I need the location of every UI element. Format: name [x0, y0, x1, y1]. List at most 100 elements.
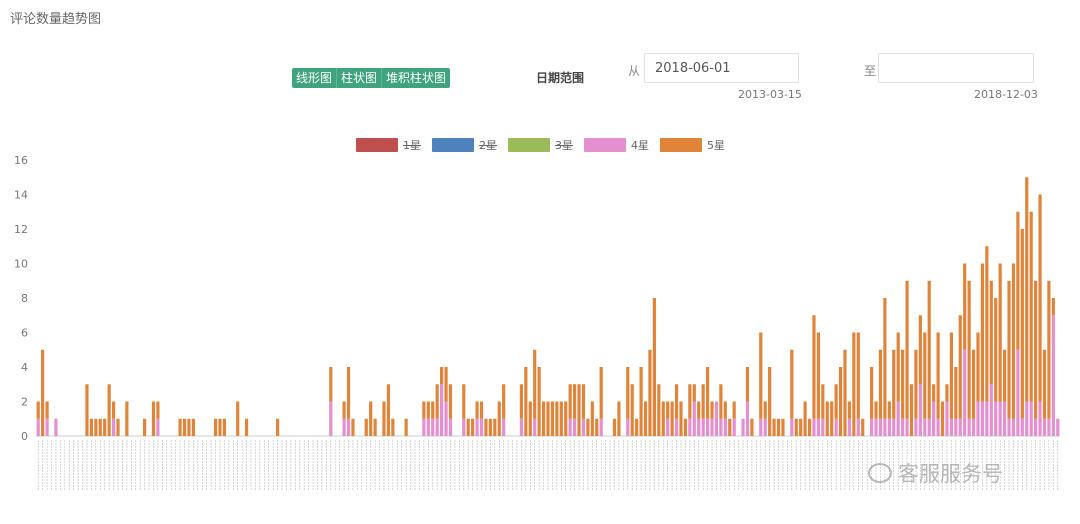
bar-segment-5-star[interactable] — [870, 367, 874, 419]
bar-segment-4-star[interactable] — [1020, 418, 1024, 436]
bar-segment-5-star[interactable] — [391, 418, 395, 436]
bar-segment-5-star[interactable] — [909, 384, 914, 436]
bar-segment-5-star[interactable] — [479, 401, 484, 419]
bar-segment-5-star[interactable] — [564, 401, 568, 437]
bar-segment-4-star[interactable] — [568, 418, 572, 436]
bar-segment-4-star[interactable] — [156, 418, 160, 436]
bar-segment-5-star[interactable] — [936, 332, 940, 419]
bar-segment-4-star[interactable] — [905, 418, 909, 436]
bar-segment-5-star[interactable] — [143, 418, 147, 436]
bar-segment-4-star[interactable] — [1051, 315, 1055, 436]
bar-segment-5-star[interactable] — [342, 401, 346, 419]
bar-segment-5-star[interactable] — [705, 367, 710, 419]
bar-segment-4-star[interactable] — [448, 418, 453, 436]
bar-segment-5-star[interactable] — [493, 418, 497, 436]
bar-segment-4-star[interactable] — [1011, 418, 1016, 436]
bar-segment-5-star[interactable] — [750, 418, 754, 436]
bar-segment-5-star[interactable] — [781, 418, 785, 436]
bar-segment-4-star[interactable] — [1016, 349, 1020, 436]
bar-segment-5-star[interactable] — [435, 384, 439, 419]
bar-segment-5-star[interactable] — [887, 401, 891, 419]
bar-segment-4-star[interactable] — [1002, 401, 1007, 437]
bar-segment-4-star[interactable] — [932, 401, 936, 437]
bar-segment-4-star[interactable] — [666, 418, 670, 436]
bar-segment-5-star[interactable] — [475, 401, 479, 419]
bar-segment-5-star[interactable] — [657, 384, 661, 436]
bar-segment-5-star[interactable] — [674, 384, 679, 419]
bar-segment-5-star[interactable] — [825, 401, 829, 437]
bar-segment-4-star[interactable] — [1047, 418, 1051, 436]
bar-segment-4-star[interactable] — [626, 418, 630, 436]
bar-segment-4-star[interactable] — [958, 418, 962, 436]
bar-segment-5-star[interactable] — [834, 384, 838, 419]
bar-segment-5-star[interactable] — [963, 263, 967, 350]
bar-segment-5-star[interactable] — [41, 349, 45, 436]
bar-segment-5-star[interactable] — [998, 263, 1002, 402]
bar-segment-4-star[interactable] — [834, 418, 838, 436]
bar-segment-5-star[interactable] — [732, 401, 736, 419]
bar-segment-4-star[interactable] — [980, 401, 985, 437]
bar-segment-4-star[interactable] — [502, 418, 506, 436]
bar-segment-4-star[interactable] — [697, 418, 701, 436]
bar-segment-4-star[interactable] — [821, 418, 825, 436]
bar-segment-5-star[interactable] — [595, 418, 599, 436]
bar-segment-5-star[interactable] — [533, 349, 537, 419]
bar-segment-4-star[interactable] — [985, 401, 989, 437]
bar-segment-5-star[interactable] — [471, 418, 475, 436]
bar-segment-5-star[interactable] — [364, 418, 368, 436]
bar-segment-5-star[interactable] — [107, 384, 111, 436]
bar-segment-5-star[interactable] — [763, 401, 767, 419]
bar-segment-4-star[interactable] — [883, 418, 887, 436]
bar-segment-5-star[interactable] — [187, 418, 191, 436]
bar-segment-4-star[interactable] — [878, 418, 883, 436]
bar-segment-5-star[interactable] — [369, 401, 373, 437]
bar-segment-5-star[interactable] — [581, 384, 586, 419]
bar-chart-button[interactable]: 柱状图 — [336, 68, 381, 88]
bar-segment-5-star[interactable] — [967, 280, 971, 419]
bar-segment-4-star[interactable] — [790, 418, 794, 436]
bar-segment-5-star[interactable] — [932, 384, 936, 402]
bar-segment-4-star[interactable] — [874, 418, 878, 436]
bar-segment-5-star[interactable] — [697, 401, 701, 419]
bar-segment-4-star[interactable] — [435, 418, 439, 436]
bar-segment-5-star[interactable] — [883, 298, 887, 419]
bar-segment-5-star[interactable] — [213, 418, 218, 436]
bar-segment-5-star[interactable] — [945, 384, 949, 402]
bar-segment-5-star[interactable] — [541, 401, 546, 437]
bar-segment-5-star[interactable] — [980, 263, 985, 402]
bar-segment-4-star[interactable] — [763, 418, 767, 436]
bar-segment-5-star[interactable] — [577, 384, 581, 436]
bar-segment-4-star[interactable] — [674, 418, 679, 436]
bar-segment-5-star[interactable] — [550, 401, 555, 437]
bar-segment-5-star[interactable] — [958, 315, 962, 419]
bar-segment-4-star[interactable] — [732, 418, 736, 436]
bar-segment-5-star[interactable] — [103, 418, 107, 436]
bar-segment-4-star[interactable] — [329, 401, 333, 437]
bar-segment-5-star[interactable] — [559, 401, 563, 437]
bar-segment-5-star[interactable] — [914, 349, 918, 419]
bar-segment-4-star[interactable] — [705, 418, 710, 436]
bar-segment-4-star[interactable] — [692, 401, 696, 437]
bar-segment-5-star[interactable] — [790, 349, 794, 419]
bar-segment-5-star[interactable] — [971, 349, 976, 419]
bar-segment-5-star[interactable] — [502, 384, 506, 419]
bar-segment-4-star[interactable] — [431, 418, 435, 436]
bar-segment-4-star[interactable] — [688, 418, 692, 436]
bar-segment-4-star[interactable] — [741, 418, 745, 436]
bar-segment-5-star[interactable] — [36, 401, 40, 419]
bar-segment-5-star[interactable] — [426, 401, 430, 419]
bar-segment-4-star[interactable] — [945, 401, 949, 437]
bar-segment-5-star[interactable] — [519, 384, 523, 419]
bar-segment-5-star[interactable] — [444, 367, 448, 402]
bar-segment-4-star[interactable] — [426, 418, 430, 436]
bar-segment-5-star[interactable] — [901, 349, 905, 419]
bar-segment-5-star[interactable] — [918, 315, 922, 385]
bar-segment-4-star[interactable] — [976, 401, 980, 437]
bar-segment-5-star[interactable] — [723, 401, 727, 419]
bar-segment-5-star[interactable] — [546, 401, 550, 437]
bar-segment-5-star[interactable] — [484, 418, 488, 436]
bar-segment-5-star[interactable] — [927, 280, 931, 419]
bar-segment-4-star[interactable] — [994, 401, 998, 437]
bar-segment-5-star[interactable] — [555, 401, 559, 437]
bar-segment-4-star[interactable] — [54, 418, 58, 436]
